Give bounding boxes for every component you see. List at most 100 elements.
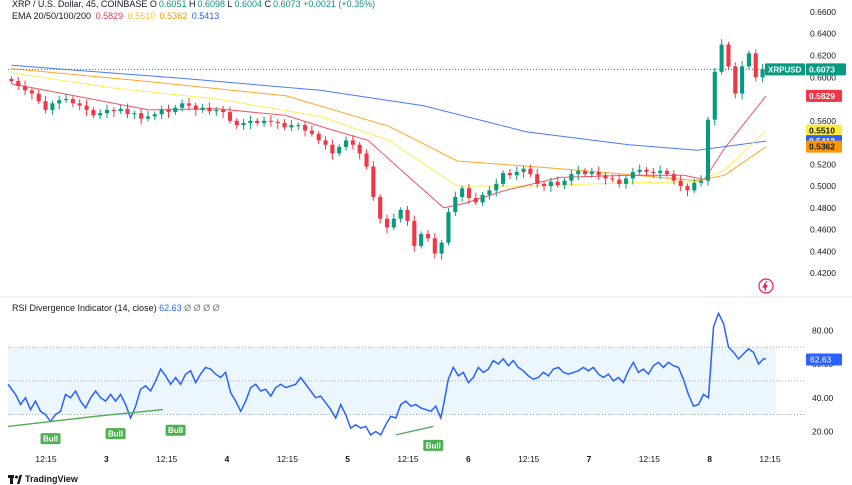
bull-label: Bull bbox=[426, 441, 441, 450]
bull-label: Bull bbox=[108, 430, 123, 439]
candle bbox=[173, 107, 178, 113]
price-tick-label: 0.4800 bbox=[810, 203, 836, 213]
candle bbox=[70, 99, 75, 104]
candle bbox=[166, 109, 171, 113]
ema20-value: 0.5829 bbox=[95, 11, 124, 21]
symbol-tag-bg bbox=[765, 63, 805, 76]
candle bbox=[241, 122, 246, 126]
candle bbox=[330, 144, 335, 154]
candle bbox=[596, 171, 601, 176]
candle bbox=[589, 171, 594, 175]
candle bbox=[63, 99, 69, 101]
open-label: O bbox=[149, 0, 157, 9]
candle bbox=[343, 140, 349, 147]
bull-divergence-line bbox=[7, 415, 96, 428]
candle bbox=[644, 169, 649, 172]
candle bbox=[145, 116, 151, 119]
ema-label[interactable]: EMA 20/50/100/200 bbox=[12, 11, 92, 21]
candle bbox=[268, 120, 273, 122]
candle bbox=[671, 174, 676, 181]
ema200-value: 0.5413 bbox=[191, 11, 220, 21]
time-tick-label: 12:15 bbox=[518, 454, 540, 464]
candle bbox=[705, 119, 711, 181]
candle bbox=[453, 196, 458, 213]
time-tick-label: 6 bbox=[466, 454, 471, 464]
candle bbox=[582, 170, 588, 175]
price-tick-label: 0.4600 bbox=[810, 225, 836, 235]
bull-label-bg bbox=[165, 424, 186, 436]
candle bbox=[548, 181, 553, 187]
bull-divergence-labels: Bull Bull Bull Bull bbox=[7, 408, 444, 451]
candle bbox=[350, 140, 355, 145]
candle bbox=[255, 120, 260, 123]
candle bbox=[514, 171, 519, 176]
candle bbox=[193, 105, 198, 110]
candle bbox=[227, 112, 232, 121]
low-label: L bbox=[227, 0, 233, 9]
candle bbox=[651, 171, 656, 174]
price-badges: XRPUSD0.60730.58290.55100.54130.536262.6… bbox=[765, 63, 846, 366]
rsi-label[interactable]: RSI Divergence Indicator (14, close) bbox=[12, 303, 157, 313]
candle bbox=[234, 120, 239, 126]
rsi-tick-label: 20.00 bbox=[812, 427, 834, 437]
rsi-line bbox=[7, 311, 766, 437]
ema-badge: 0.5510 bbox=[809, 126, 835, 136]
rsi-tick-label: 40.00 bbox=[812, 393, 834, 403]
price-tick-label: 0.6200 bbox=[810, 51, 836, 61]
candle bbox=[692, 182, 697, 191]
change-value: +0.0021 (+0.35%) bbox=[303, 0, 376, 9]
candle bbox=[726, 44, 731, 67]
candle bbox=[23, 85, 28, 91]
candle bbox=[303, 125, 308, 131]
price-tick-label: 0.6000 bbox=[810, 72, 836, 82]
candle bbox=[480, 194, 485, 203]
candle bbox=[733, 66, 738, 94]
candle bbox=[610, 178, 615, 180]
candle bbox=[501, 173, 506, 184]
bull-label-bg bbox=[423, 439, 444, 451]
candle bbox=[603, 175, 608, 179]
candle bbox=[214, 109, 219, 111]
time-tick-label: 4 bbox=[225, 454, 230, 464]
ema-badge: 0.5829 bbox=[809, 91, 835, 101]
footer: TradingView bbox=[8, 474, 78, 484]
candle bbox=[139, 113, 144, 119]
candle bbox=[446, 212, 451, 243]
candle bbox=[712, 71, 717, 120]
candle bbox=[275, 121, 280, 123]
candle bbox=[289, 125, 294, 128]
candle bbox=[384, 218, 390, 228]
candle bbox=[29, 90, 34, 94]
ema-legend: EMA 20/50/100/200 0.5829 0.5510 0.5362 0… bbox=[12, 11, 219, 21]
candle bbox=[91, 109, 96, 116]
candle bbox=[460, 188, 465, 197]
ema50-value: 0.5510 bbox=[127, 11, 156, 21]
price-tick-label: 0.6600 bbox=[810, 7, 836, 17]
candle bbox=[186, 103, 192, 106]
rsi-tick-label: 80.00 bbox=[812, 325, 834, 335]
candle bbox=[378, 196, 383, 219]
bull-label-bg bbox=[40, 433, 61, 445]
candle bbox=[221, 109, 226, 113]
candle bbox=[507, 173, 512, 176]
time-tick-label: 5 bbox=[345, 454, 350, 464]
candle bbox=[576, 170, 581, 175]
price-tick-label: 0.4400 bbox=[810, 246, 836, 256]
candle bbox=[494, 183, 499, 191]
tradingview-brand[interactable]: TradingView bbox=[25, 474, 78, 484]
symbol-legend: XRP / U.S. Dollar, 45, COINBASE O 0.6051 … bbox=[12, 0, 375, 9]
candle bbox=[152, 114, 157, 117]
candle bbox=[282, 122, 287, 128]
symbol-title[interactable]: XRP / U.S. Dollar, 45, COINBASE bbox=[12, 0, 148, 9]
replay-icon[interactable] bbox=[758, 278, 774, 294]
bull-label: Bull bbox=[168, 426, 183, 435]
candle bbox=[57, 100, 62, 104]
candle bbox=[118, 108, 123, 111]
candle bbox=[473, 198, 478, 203]
candle bbox=[316, 133, 321, 141]
candle bbox=[296, 125, 301, 127]
candle bbox=[398, 210, 403, 219]
ema100-value: 0.5362 bbox=[159, 11, 188, 21]
